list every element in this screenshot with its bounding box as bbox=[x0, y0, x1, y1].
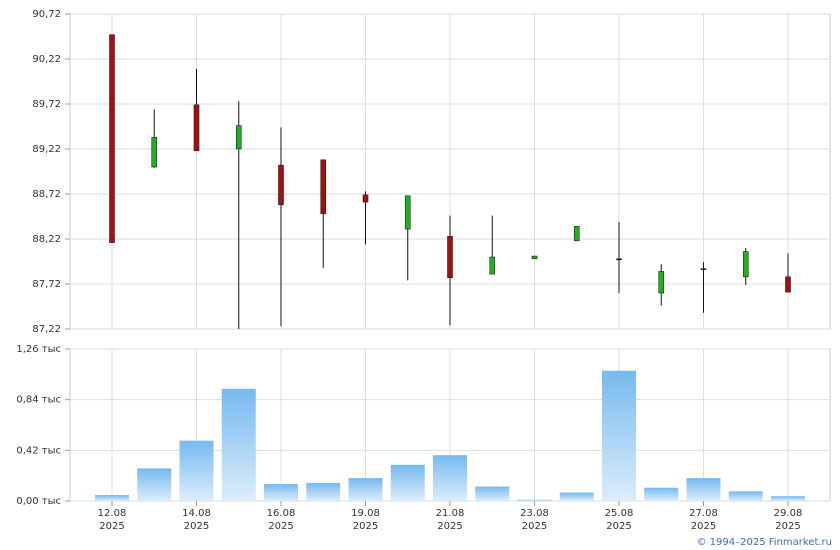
volume-bar bbox=[686, 478, 721, 501]
candle-body bbox=[700, 268, 707, 271]
candle-body bbox=[235, 125, 242, 150]
x-tick-label: 25.08 bbox=[605, 508, 634, 519]
candle-body bbox=[109, 34, 115, 243]
x-tick-label: 16.08 bbox=[267, 508, 296, 519]
candle-body bbox=[151, 137, 158, 168]
candle-body bbox=[362, 194, 369, 203]
volume-bar bbox=[771, 496, 805, 501]
candle-body bbox=[742, 251, 749, 278]
candle-body bbox=[447, 236, 453, 279]
x-tick-label: 2025 bbox=[184, 521, 209, 532]
candle-body bbox=[616, 258, 622, 261]
x-tick-label: 2025 bbox=[268, 521, 293, 532]
volume-bar bbox=[95, 494, 129, 501]
volume-bar bbox=[559, 492, 594, 501]
copyright: © 1994–2025 Finmarket.ru bbox=[696, 537, 832, 548]
candle-body bbox=[489, 256, 496, 275]
volume-bar bbox=[137, 468, 172, 501]
x-tick-label: 12.08 bbox=[98, 508, 127, 519]
x-tick-label: 2025 bbox=[353, 521, 378, 532]
volume-bar bbox=[517, 499, 552, 501]
volume-bar bbox=[179, 440, 214, 501]
candle-body bbox=[278, 164, 284, 206]
x-tick-label: 2025 bbox=[437, 521, 462, 532]
y-tick-label: 89,72 bbox=[32, 99, 61, 110]
y-tick-label: 90,72 bbox=[32, 9, 61, 20]
candle-body bbox=[573, 226, 580, 242]
candle-body bbox=[320, 159, 327, 215]
volume-bar bbox=[644, 487, 679, 501]
candle-body bbox=[193, 104, 200, 152]
x-tick-label: 23.08 bbox=[520, 508, 549, 519]
volume-bar bbox=[221, 388, 256, 501]
candle-body bbox=[785, 276, 791, 293]
y-tick-label: 87,22 bbox=[32, 324, 61, 335]
y-tick-label: 0,00 тыс bbox=[16, 496, 61, 507]
y-tick-label: 90,22 bbox=[32, 54, 61, 65]
volume-bar bbox=[475, 486, 510, 501]
x-tick-label: 21.08 bbox=[436, 508, 465, 519]
y-tick-label: 88,72 bbox=[32, 189, 61, 200]
x-tick-label: 2025 bbox=[691, 521, 716, 532]
volume-bar bbox=[728, 491, 763, 501]
x-tick-label: 29.08 bbox=[774, 508, 803, 519]
x-tick-label: 27.08 bbox=[689, 508, 718, 519]
volume-bar bbox=[348, 478, 383, 501]
x-tick-label: 2025 bbox=[522, 521, 547, 532]
volume-bar bbox=[264, 484, 298, 501]
x-tick-label: 19.08 bbox=[351, 508, 380, 519]
x-tick-label: 2025 bbox=[775, 521, 800, 532]
volume-bar bbox=[390, 464, 425, 501]
y-tick-label: 0,84 тыс bbox=[16, 395, 61, 406]
y-tick-label: 88,22 bbox=[32, 234, 61, 245]
x-tick-label: 2025 bbox=[99, 521, 124, 532]
x-tick-label: 2025 bbox=[606, 521, 631, 532]
candle-body bbox=[404, 195, 411, 230]
y-tick-label: 1,26 тыс bbox=[16, 344, 61, 355]
volume-bar bbox=[306, 482, 341, 501]
y-tick-label: 0,42 тыс bbox=[16, 445, 61, 456]
volume-bar bbox=[602, 370, 636, 501]
candle-body bbox=[658, 271, 665, 294]
y-tick-label: 89,22 bbox=[32, 144, 61, 155]
volume-bar bbox=[433, 455, 467, 501]
x-tick-label: 14.08 bbox=[182, 508, 211, 519]
y-tick-label: 87,72 bbox=[32, 279, 61, 290]
candle-body bbox=[531, 255, 538, 260]
